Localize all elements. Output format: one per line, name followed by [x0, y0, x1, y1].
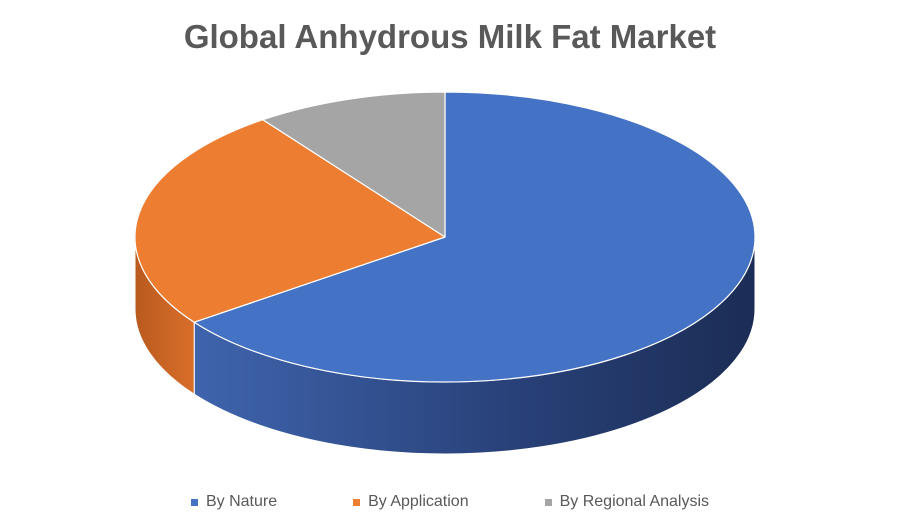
legend-swatch — [544, 498, 552, 506]
legend-label: By Regional Analysis — [559, 493, 710, 510]
legend-swatch — [353, 498, 361, 506]
pie-slice-by-application — [134, 119, 446, 323]
legend-label: By Nature — [205, 493, 278, 510]
legend-label: By Application — [368, 493, 469, 510]
chart-title: Global Anhydrous Milk Fat Market — [183, 18, 717, 55]
legend: By Nature By Application By Regional Ana… — [0, 490, 900, 514]
legend-item-by-regional-analysis: By Regional Analysis — [544, 493, 710, 511]
pie-slice-by-regional-analysis — [262, 91, 446, 238]
legend-item-by-nature: By Nature — [190, 493, 278, 511]
legend-swatch — [190, 498, 198, 506]
pie-slice-by-nature — [193, 91, 756, 383]
legend-item-by-application: By Application — [353, 493, 469, 511]
